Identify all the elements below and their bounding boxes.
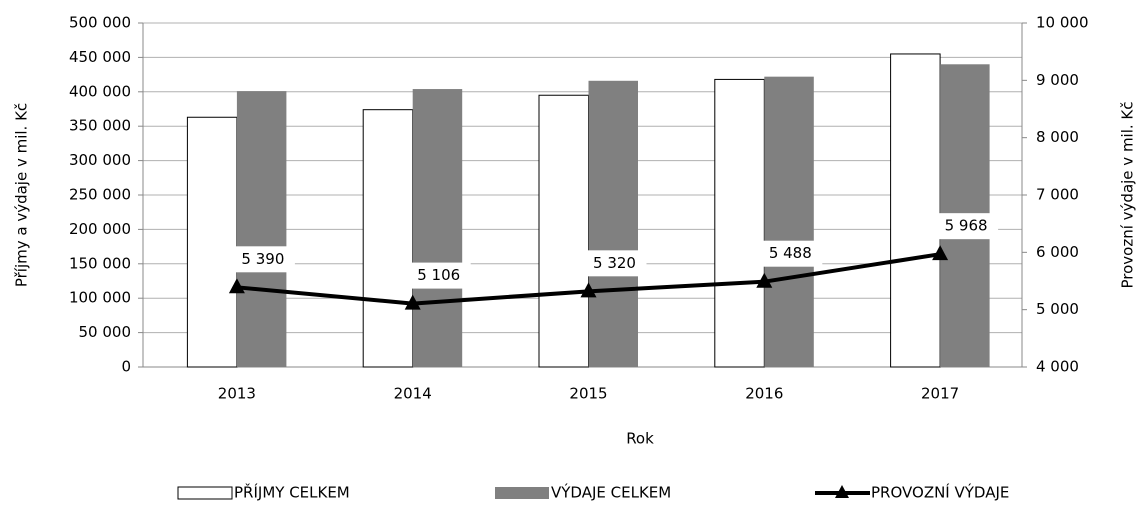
y2-tick-label: 10 000 [1036,14,1089,32]
y-tick-label: 150 000 [69,254,131,272]
y2-tick-label: 9 000 [1036,71,1079,89]
label-box [934,213,999,240]
bar [714,78,765,368]
y-tick-label: 350 000 [69,117,131,135]
bar [186,116,238,368]
label-box [406,262,471,289]
y-tick-label: 300 000 [69,151,131,169]
x-tick-label: 2013 [218,385,256,403]
legend-swatch [495,487,549,499]
bar [588,80,638,368]
bar [890,53,941,368]
data-label: 5 488 [769,244,812,262]
data-label: 5 106 [417,266,460,284]
label-box [230,246,295,273]
y2-tick-label: 6 000 [1036,243,1079,261]
bar [362,109,414,368]
y-tick-label: 50 000 [79,323,132,341]
y-tick-label: 400 000 [69,82,131,100]
data-label: 5 320 [593,254,636,272]
legend-marker [835,485,849,498]
marker [580,282,597,298]
x-axis-title: Rok [626,430,654,448]
bar [764,76,814,367]
marker [404,294,421,310]
legend-swatch [177,486,233,500]
bar [412,89,463,367]
marker [756,272,773,288]
y-tick-label: 0 [121,358,131,376]
x-tick-label: 2015 [569,385,607,403]
label-box [758,240,823,267]
y2-axis-title: Provozní výdaje v mil. Kč [1119,101,1137,288]
y2-tick-label: 7 000 [1036,186,1079,204]
label-box [582,250,647,277]
bar [236,91,287,367]
legend-label: PŘÍJMY CELKEM [234,483,350,502]
bar [538,94,589,368]
marker [932,245,949,261]
y-tick-label: 250 000 [69,186,131,204]
data-label: 5 390 [241,250,284,268]
data-label: 5 968 [945,217,988,235]
y-tick-label: 100 000 [69,289,131,307]
y-tick-label: 200 000 [69,220,131,238]
x-tick-label: 2014 [394,385,432,403]
legend-label: VÝDAJE CELKEM [551,483,671,502]
y2-tick-label: 8 000 [1036,128,1079,146]
y-tick-label: 450 000 [69,48,131,66]
y-axis-title: Příjmy a výdaje v mil. Kč [13,103,31,287]
x-tick-label: 2016 [745,385,783,403]
x-tick-label: 2017 [921,385,959,403]
y-tick-label: 500 000 [69,14,131,32]
y2-tick-label: 5 000 [1036,300,1079,318]
marker [228,278,245,294]
legend-label: PROVOZNÍ VÝDAJE [871,483,1009,502]
y2-tick-label: 4 000 [1036,358,1079,376]
